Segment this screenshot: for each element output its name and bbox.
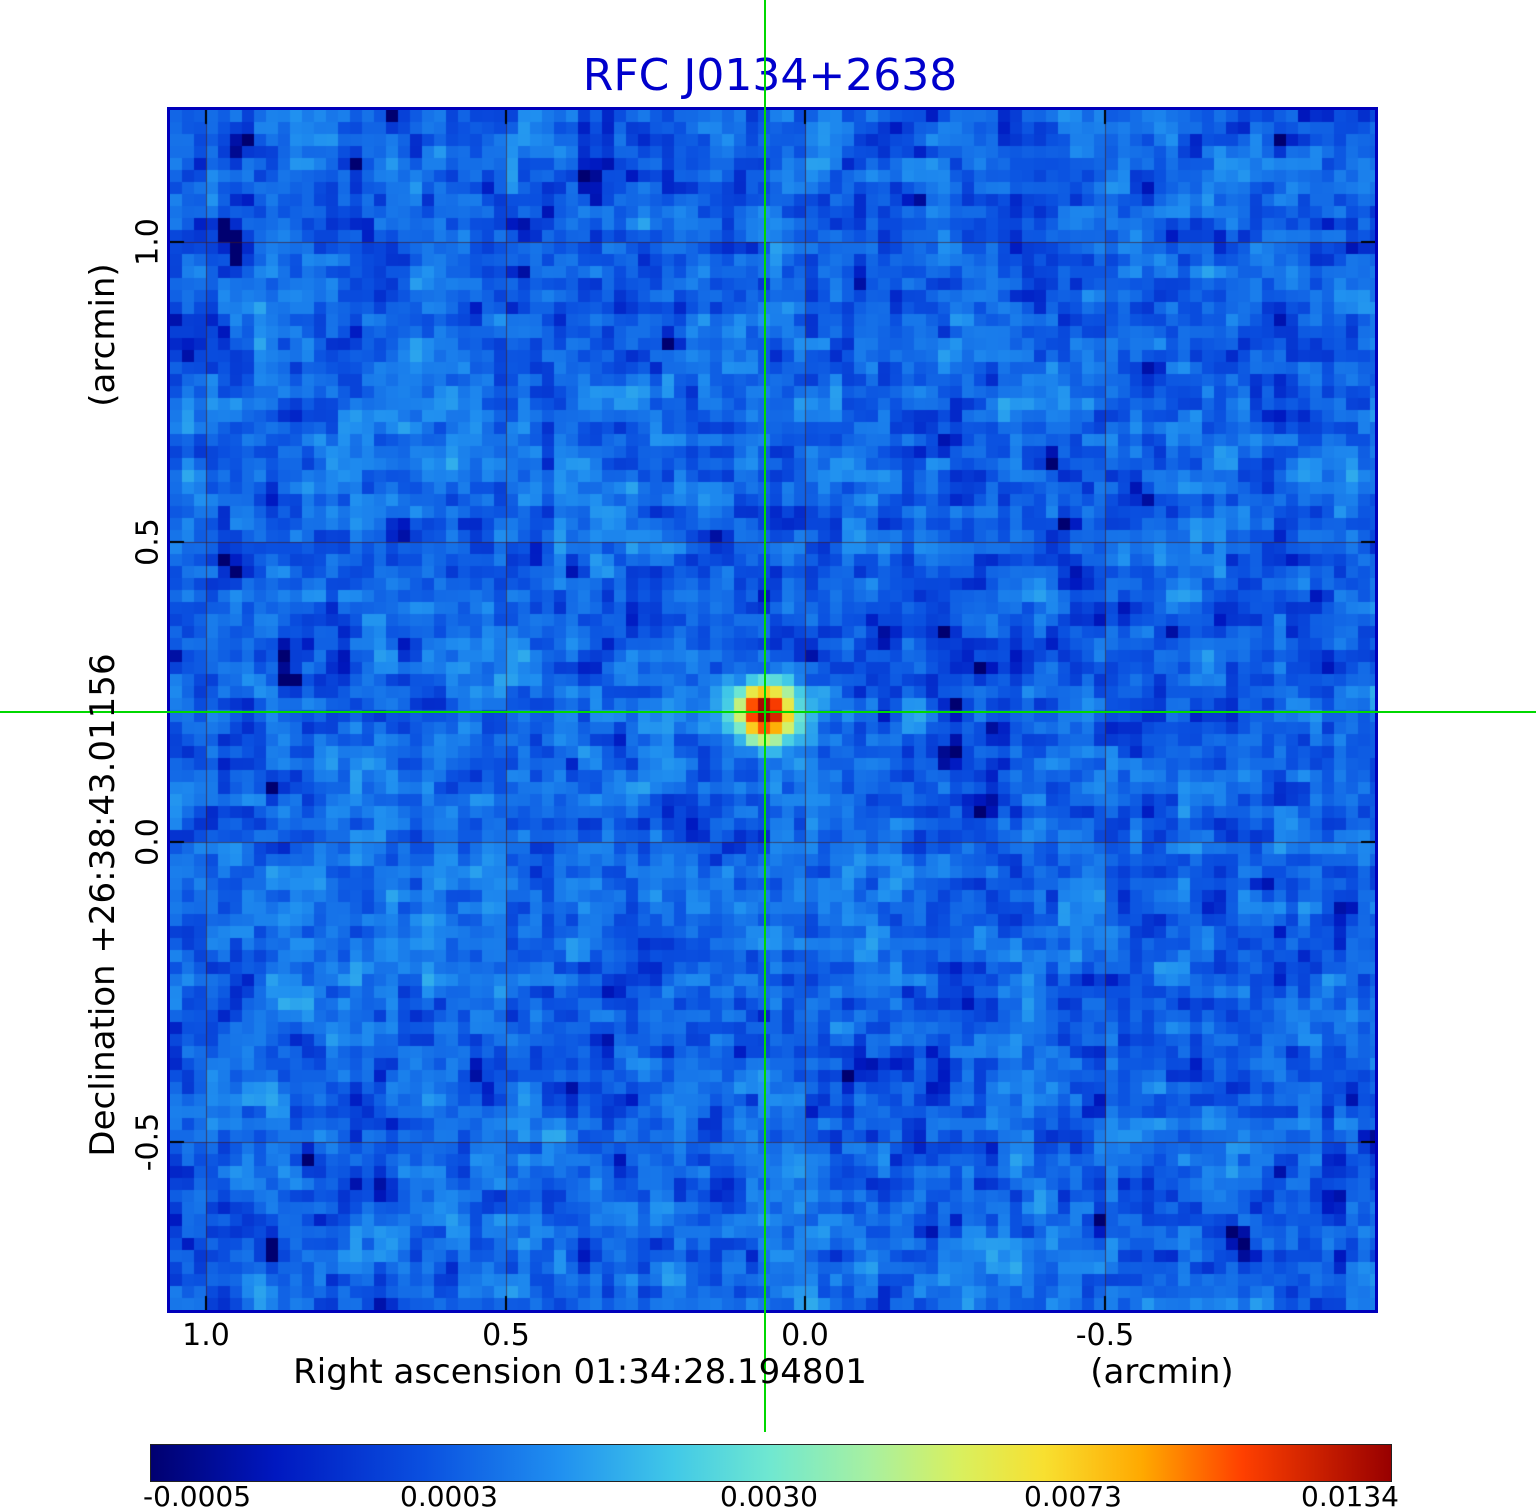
y-axis-unit-label: (arcmin) — [83, 263, 123, 407]
page-title: RFC J0134+2638 — [582, 50, 958, 101]
sky-map-image — [170, 110, 1375, 1310]
colorbar-tick-label: 0.0030 — [720, 1480, 818, 1511]
x-tick-label: 1.0 — [182, 1318, 230, 1353]
y-axis-label: Declination +26:38:43.01156 — [83, 653, 123, 1157]
x-tick-label: 0.5 — [482, 1318, 530, 1353]
colorbar-tick-label: -0.0005 — [142, 1480, 252, 1511]
y-tick-label: 1.0 — [130, 218, 166, 266]
colorbar — [150, 1444, 1392, 1482]
colorbar-tick-label: 0.0134 — [1301, 1480, 1399, 1511]
colorbar-tick-label: 0.0073 — [1024, 1480, 1122, 1511]
y-tick-label: -0.5 — [130, 1112, 166, 1172]
y-tick-label: 0.5 — [130, 518, 166, 566]
x-tick-label: -0.5 — [1075, 1318, 1135, 1353]
y-tick-label: 0.0 — [130, 818, 166, 866]
x-tick-label: 0.0 — [781, 1318, 829, 1353]
x-axis-unit-label: (arcmin) — [1090, 1352, 1234, 1392]
x-axis-label: Right ascension 01:34:28.194801 — [293, 1352, 867, 1392]
colorbar-tick-label: 0.0003 — [400, 1480, 498, 1511]
